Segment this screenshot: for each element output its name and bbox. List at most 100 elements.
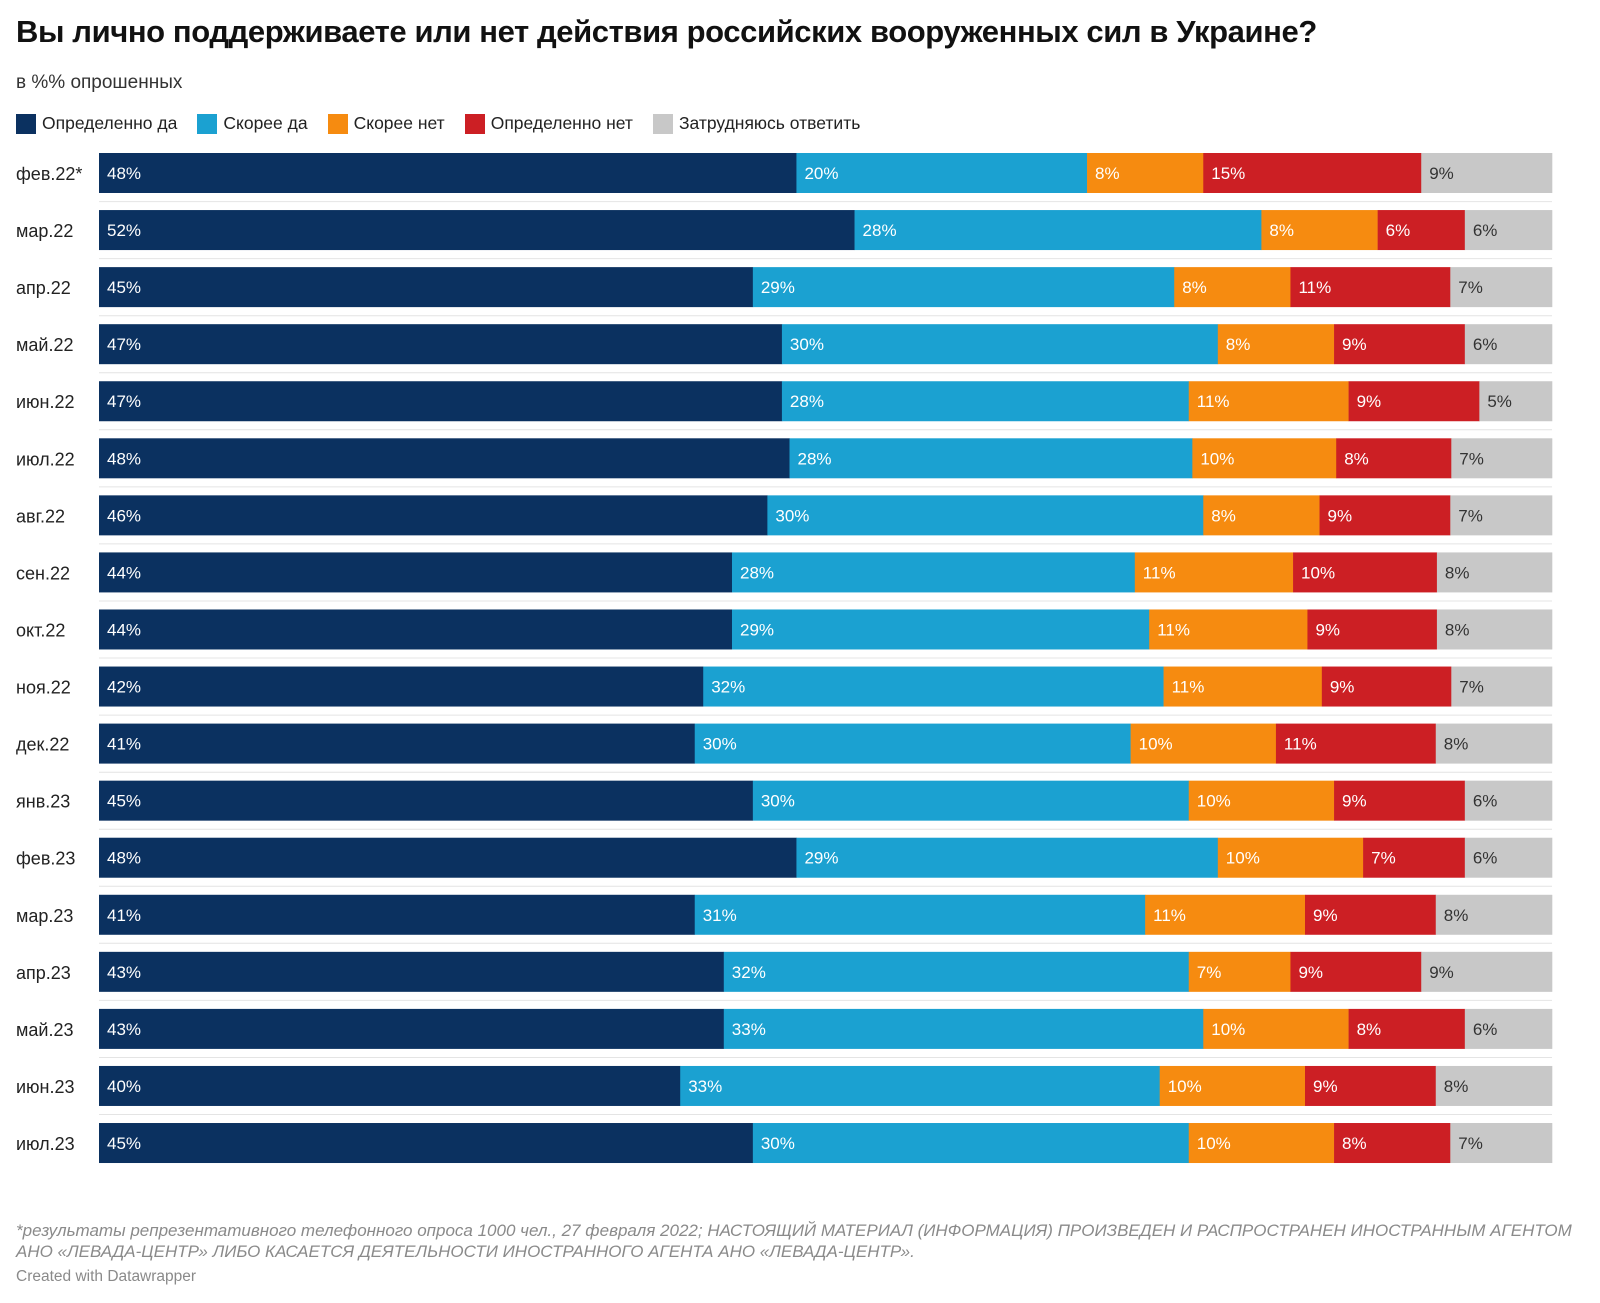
bar-segment bbox=[1450, 1123, 1553, 1164]
bar-segment bbox=[1203, 153, 1422, 193]
bar-segment bbox=[1451, 666, 1553, 707]
data-label: 48% bbox=[107, 449, 141, 468]
bar-segment bbox=[99, 894, 696, 935]
data-label: 52% bbox=[107, 221, 141, 240]
data-label: 8% bbox=[1182, 278, 1207, 297]
data-label: 28% bbox=[798, 449, 832, 468]
bar-segment bbox=[796, 153, 1088, 193]
bar-segment bbox=[1435, 894, 1553, 935]
data-label: 8% bbox=[1357, 1020, 1382, 1039]
data-label: 33% bbox=[688, 1077, 722, 1096]
category-label: май.22 bbox=[16, 335, 73, 355]
data-label: 9% bbox=[1357, 392, 1382, 411]
credit-text: Created with Datawrapper bbox=[16, 1268, 197, 1285]
legend-swatch bbox=[197, 113, 218, 134]
bar-segment bbox=[1174, 267, 1291, 308]
data-label: 28% bbox=[863, 221, 897, 240]
data-label: 9% bbox=[1313, 1077, 1338, 1096]
data-label: 43% bbox=[107, 963, 141, 982]
bar-segment bbox=[781, 381, 1190, 422]
data-label: 45% bbox=[107, 1134, 141, 1153]
bar-segment bbox=[789, 438, 1193, 479]
bar-segment bbox=[1377, 210, 1466, 251]
bar-segment bbox=[99, 495, 768, 536]
bar-segment bbox=[694, 723, 1131, 764]
data-label: 9% bbox=[1342, 792, 1367, 811]
category-label: авг.22 bbox=[16, 506, 65, 526]
bar-segment bbox=[1450, 267, 1553, 308]
category-label: фев.23 bbox=[16, 849, 75, 869]
bar-segment bbox=[723, 951, 1190, 992]
bar-segment bbox=[680, 1065, 1160, 1106]
data-label: 45% bbox=[107, 278, 141, 297]
bar-segment bbox=[1479, 381, 1553, 422]
data-label: 6% bbox=[1386, 221, 1411, 240]
chart-subtitle: в %% опрошенных bbox=[16, 72, 183, 93]
bar-segment bbox=[1319, 495, 1451, 536]
stacked-bar-chart: фев.22* 48% 20% 8% 15% 9% мар.22 52% 28% 8% 6% 6% ап… bbox=[16, 153, 1553, 1164]
data-label: 11% bbox=[1157, 620, 1190, 639]
bar-segment bbox=[1363, 837, 1466, 878]
legend-item: Затрудняюсь ответить bbox=[652, 113, 860, 134]
bar-segment bbox=[752, 1123, 1190, 1164]
bar-segment bbox=[99, 381, 783, 422]
data-label: 8% bbox=[1444, 735, 1469, 754]
data-label: 46% bbox=[107, 506, 141, 525]
data-label: 8% bbox=[1095, 164, 1120, 183]
data-label: 7% bbox=[1459, 678, 1484, 697]
bar-segment bbox=[1188, 1123, 1335, 1164]
bar-segment bbox=[1290, 267, 1451, 308]
bar-segment bbox=[752, 780, 1190, 821]
data-label: 9% bbox=[1342, 335, 1367, 354]
bar-segment bbox=[1421, 153, 1553, 193]
data-label: 15% bbox=[1211, 164, 1245, 183]
bar-segment bbox=[1334, 324, 1466, 365]
data-label: 9% bbox=[1328, 506, 1353, 525]
bar-segment bbox=[854, 210, 1262, 251]
data-label: 31% bbox=[703, 906, 737, 925]
data-label: 9% bbox=[1298, 963, 1323, 982]
bar-segment bbox=[703, 666, 1164, 707]
data-label: 30% bbox=[761, 1134, 795, 1153]
category-label: май.23 bbox=[16, 1020, 73, 1040]
category-label: окт.22 bbox=[16, 620, 65, 640]
data-label: 7% bbox=[1458, 278, 1483, 297]
data-label: 10% bbox=[1211, 1020, 1245, 1039]
bar-segment bbox=[1348, 381, 1480, 422]
data-label: 8% bbox=[1445, 563, 1470, 582]
bar-segment bbox=[1336, 438, 1452, 479]
bar-segment bbox=[1464, 1008, 1553, 1049]
category-label: апр.22 bbox=[16, 278, 71, 298]
data-label: 10% bbox=[1168, 1077, 1202, 1096]
data-label: 10% bbox=[1226, 849, 1260, 868]
legend-item: Определенно да bbox=[16, 113, 177, 134]
data-label: 47% bbox=[107, 392, 141, 411]
footnote: *результаты репрезентативного телефонног… bbox=[16, 1221, 1572, 1261]
category-label: июл.22 bbox=[16, 449, 75, 469]
bar-segment bbox=[731, 609, 1150, 650]
bar-segment bbox=[1149, 609, 1308, 650]
bar-segment bbox=[1436, 552, 1553, 593]
data-label: 6% bbox=[1473, 792, 1498, 811]
data-label: 8% bbox=[1344, 449, 1369, 468]
bar-segment bbox=[99, 609, 733, 650]
data-label: 10% bbox=[1197, 1134, 1231, 1153]
category-label: июл.23 bbox=[16, 1134, 75, 1154]
bar-segment bbox=[796, 837, 1219, 878]
data-label: 29% bbox=[804, 849, 838, 868]
bar-segment bbox=[1464, 210, 1553, 251]
data-label: 29% bbox=[761, 278, 795, 297]
category-label: ноя.22 bbox=[16, 678, 71, 698]
category-label: мар.23 bbox=[16, 906, 73, 926]
data-label: 29% bbox=[740, 620, 774, 639]
bar-segment bbox=[1130, 723, 1277, 764]
data-label: 9% bbox=[1313, 906, 1338, 925]
bar-segment bbox=[731, 552, 1136, 593]
data-label: 10% bbox=[1197, 792, 1231, 811]
data-label: 30% bbox=[761, 792, 795, 811]
data-label: 11% bbox=[1298, 278, 1331, 297]
bar-segment bbox=[781, 324, 1219, 365]
data-label: 6% bbox=[1473, 335, 1498, 354]
data-label: 7% bbox=[1458, 1134, 1483, 1153]
